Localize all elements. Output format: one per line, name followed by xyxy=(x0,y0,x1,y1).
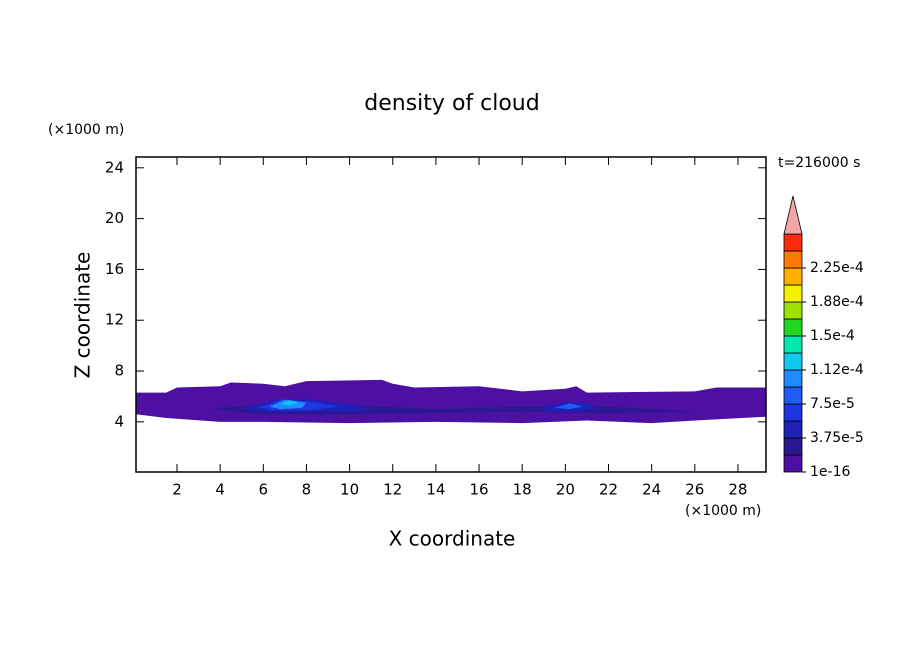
colorbar-box xyxy=(783,233,803,252)
contour-region xyxy=(554,403,583,410)
colorbar-box xyxy=(783,420,803,439)
x-tick-label: 26 xyxy=(685,481,704,499)
colorbar-label: 1e-16 xyxy=(810,464,850,480)
y-tick-label: 20 xyxy=(105,209,124,227)
colorbar-box xyxy=(783,284,803,303)
colorbar-label: 2.25e-4 xyxy=(810,260,864,276)
chart-title: density of cloud xyxy=(364,91,539,116)
colorbar-label: 7.5e-5 xyxy=(810,396,855,412)
x-tick-label: 24 xyxy=(642,481,661,499)
x-tick-label: 16 xyxy=(470,481,489,499)
y-tick-label: 12 xyxy=(105,311,124,329)
x-tick-label: 4 xyxy=(215,481,225,499)
colorbar-box xyxy=(783,335,803,354)
colorbar-box xyxy=(783,250,803,269)
y-axis-label: Z coordinate xyxy=(71,252,95,379)
colorbar-box xyxy=(783,267,803,286)
x-tick-label: 28 xyxy=(728,481,747,499)
colorbar-box xyxy=(783,369,803,388)
colorbar-label: 1.5e-4 xyxy=(810,328,855,344)
colorbar-label: 3.75e-5 xyxy=(810,430,864,446)
y-tick-label: 16 xyxy=(105,260,124,278)
x-tick-label: 14 xyxy=(426,481,445,499)
colorbar-box xyxy=(783,437,803,456)
x-tick-label: 8 xyxy=(302,481,312,499)
x-tick-label: 10 xyxy=(340,481,359,499)
colorbar-extend xyxy=(783,195,803,235)
contour-region xyxy=(280,400,298,406)
y-tick-label: 24 xyxy=(105,158,124,176)
time-label: t=216000 s xyxy=(778,155,860,171)
colorbar-label: 1.12e-4 xyxy=(810,362,864,378)
colorbar-box xyxy=(783,386,803,405)
y-tick-label: 8 xyxy=(114,362,124,380)
y-tick-label: 4 xyxy=(114,412,124,430)
colorbar-box xyxy=(783,318,803,337)
x-tick-label: 22 xyxy=(599,481,618,499)
colorbar-box xyxy=(783,454,803,473)
x-tick-label: 20 xyxy=(556,481,575,499)
x-axis-label: X coordinate xyxy=(389,527,516,551)
colorbar-label: 1.88e-4 xyxy=(810,294,864,310)
x-tick-label: 2 xyxy=(172,481,182,499)
colorbar-box xyxy=(783,403,803,422)
x-tick-label: 18 xyxy=(513,481,532,499)
colorbar-box xyxy=(783,301,803,320)
x-tick-label: 6 xyxy=(259,481,269,499)
colorbar-box xyxy=(783,352,803,371)
y-unit: (×1000 m) xyxy=(48,122,124,138)
x-unit: (×1000 m) xyxy=(685,503,761,519)
contour-region xyxy=(136,379,766,424)
x-tick-label: 12 xyxy=(383,481,402,499)
plot-frame xyxy=(135,156,767,473)
